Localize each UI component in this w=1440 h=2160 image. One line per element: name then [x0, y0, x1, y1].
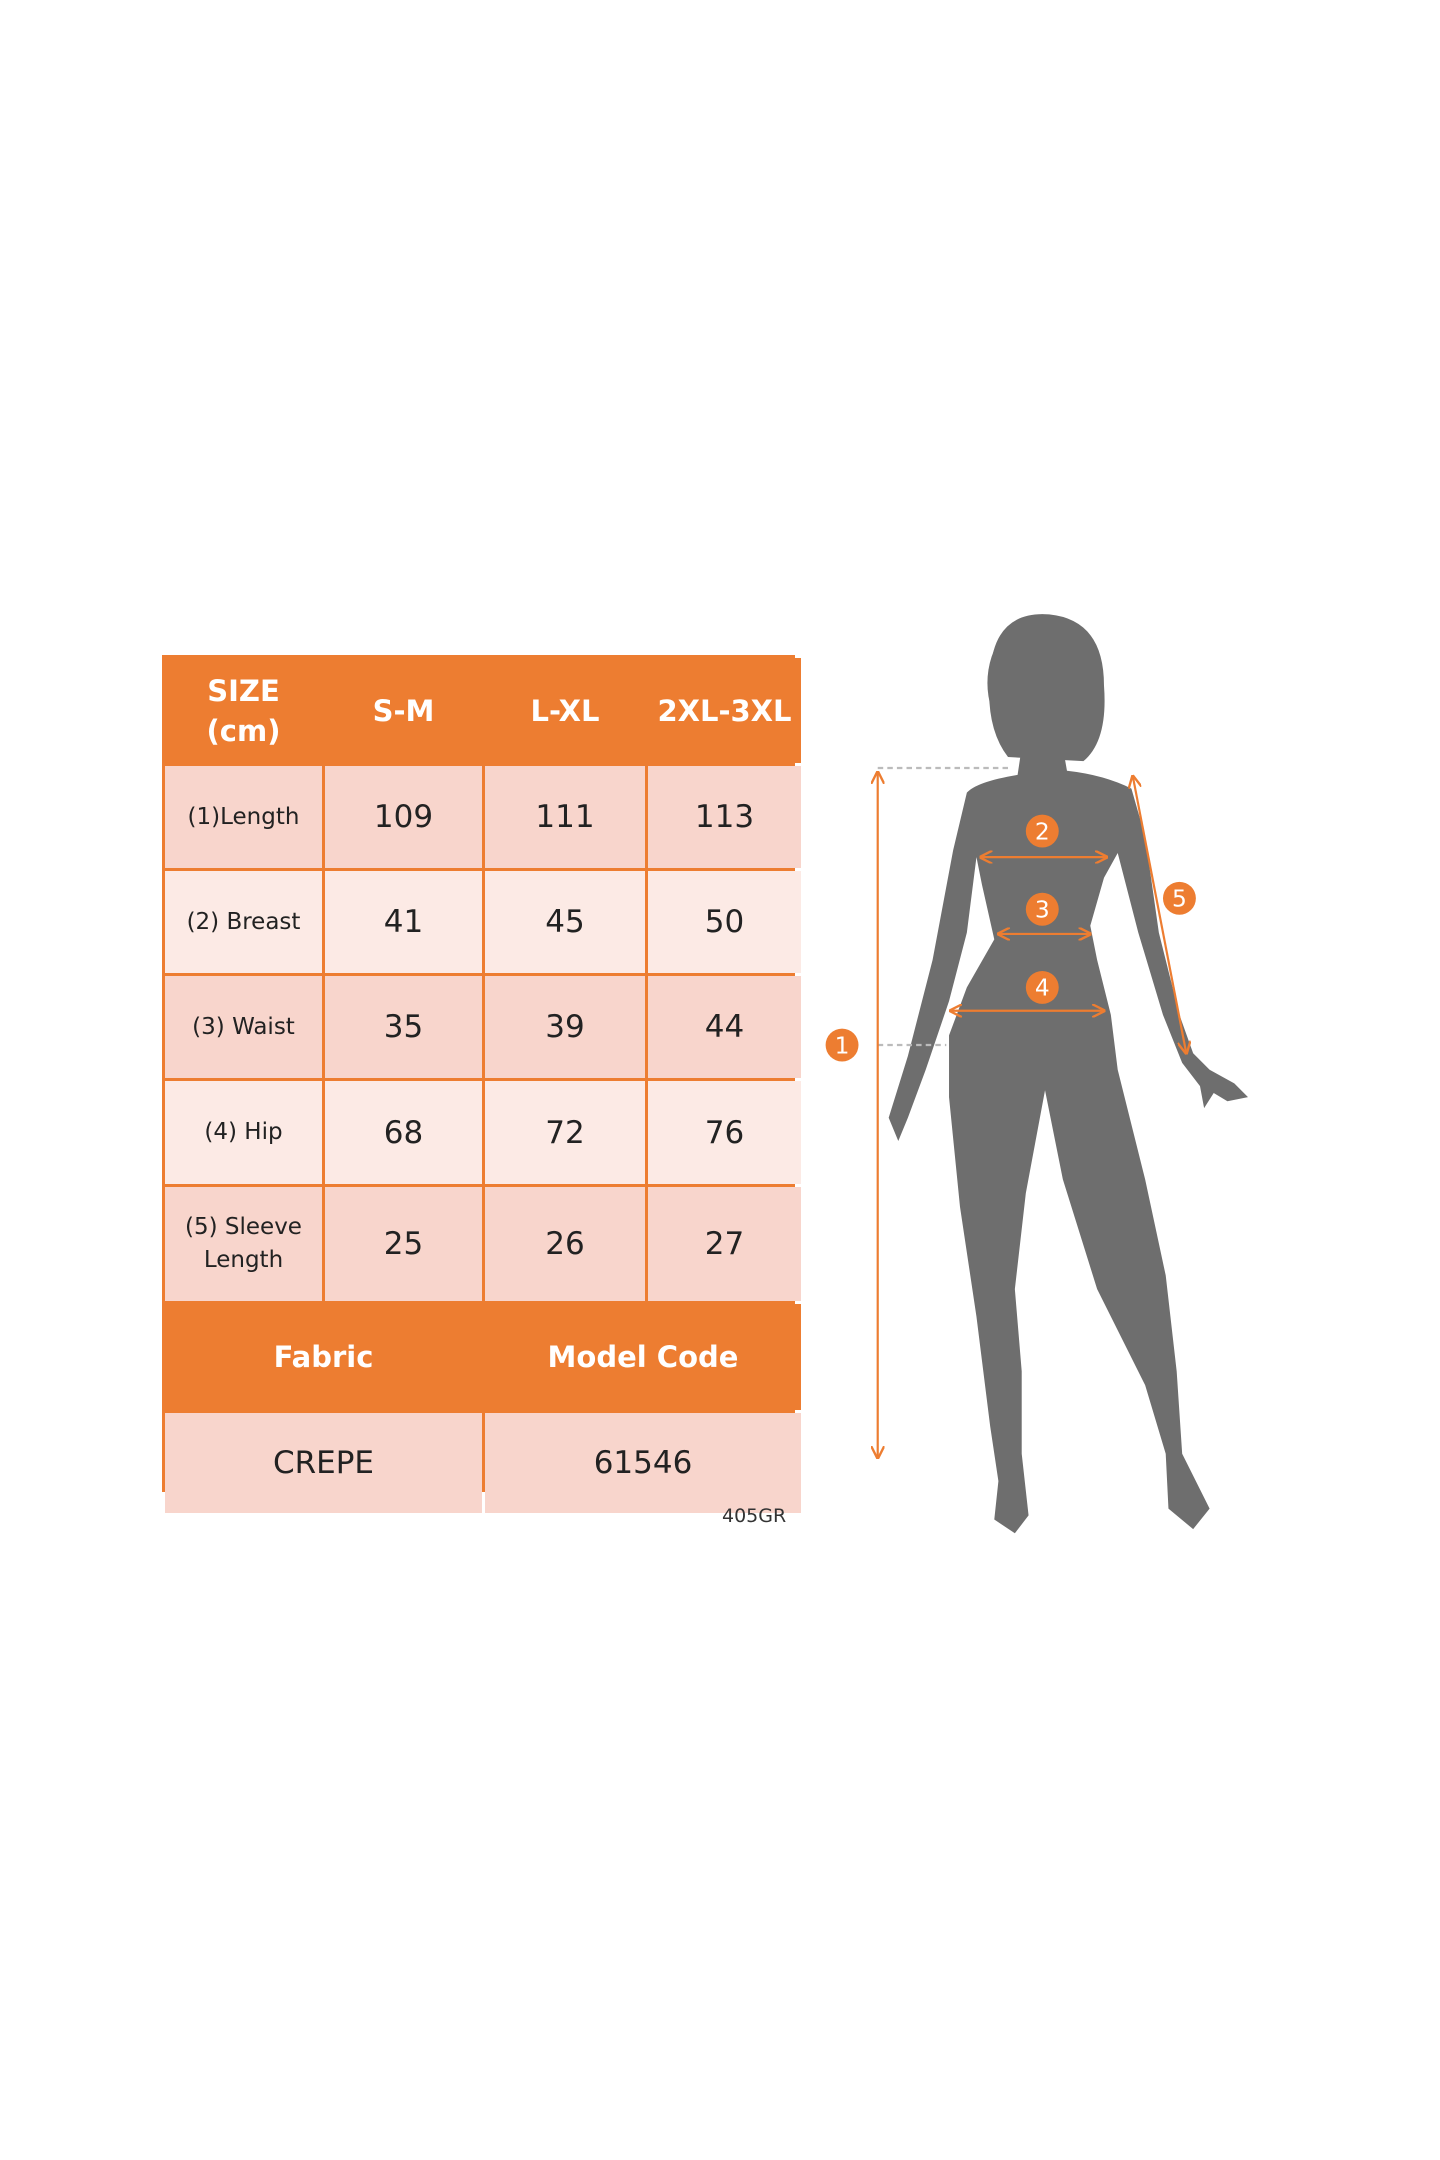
marker-circle: [1025, 970, 1059, 1004]
row-label-length: (1)Length: [165, 766, 322, 868]
marker-circle: [825, 1028, 859, 1062]
table-cell: 35: [325, 976, 482, 1078]
size-chart-table: SIZE (cm) S-M L-XL 2XL-3XL (1)Length 109 …: [162, 655, 801, 1513]
table-cell: 68: [325, 1081, 482, 1184]
header-size-label: SIZE: [207, 673, 280, 708]
measurement-guides: [878, 766, 1187, 1458]
marker-5: 5: [1172, 886, 1187, 913]
marker-3: 3: [1035, 896, 1050, 923]
table-cell: 113: [648, 766, 801, 868]
table-cell: 109: [325, 766, 482, 868]
marker-4: 4: [1035, 975, 1050, 1002]
product-code-note: 405GR: [722, 1505, 787, 1527]
marker-circle: [1162, 881, 1196, 915]
marker-circle: [1025, 892, 1059, 926]
table-cell: 39: [485, 976, 645, 1078]
table-cell: 27: [648, 1187, 801, 1301]
header-2xl-3xl: 2XL-3XL: [648, 658, 801, 763]
marker-circle: [1025, 814, 1059, 848]
table-cell: 50: [648, 871, 801, 973]
label-line: Length: [203, 1247, 284, 1273]
silhouette: [888, 614, 1248, 1534]
header-l-xl: L-XL: [485, 658, 645, 763]
fabric-value: CREPE: [165, 1413, 482, 1513]
table-cell: 111: [485, 766, 645, 868]
table-cell: 76: [648, 1081, 801, 1184]
header-size: SIZE (cm): [165, 658, 322, 763]
hair: [989, 614, 1105, 762]
label-line: (5) Sleeve: [185, 1214, 302, 1240]
marker-1: 1: [835, 1032, 850, 1059]
header-s-m: S-M: [325, 658, 482, 763]
row-label-waist: (3) Waist: [165, 976, 322, 1078]
table-cell: 25: [325, 1187, 482, 1301]
header-fabric: Fabric: [165, 1304, 482, 1410]
table-cell: 26: [485, 1187, 645, 1301]
measurement-markers: 1 2 3 4 5: [825, 814, 1196, 1062]
sleeve-arrow: [1133, 776, 1186, 1053]
model-code-value: 61546: [485, 1413, 801, 1513]
header-unit-label: (cm): [206, 713, 281, 748]
table-cell: 41: [325, 871, 482, 973]
table-cell: 44: [648, 976, 801, 1078]
marker-2: 2: [1035, 818, 1050, 845]
row-label-sleeve-length: (5) Sleeve Length: [165, 1187, 322, 1301]
row-label-breast: (2) Breast: [165, 871, 322, 973]
table-cell: 45: [485, 871, 645, 973]
body: [888, 747, 1248, 1534]
row-label-hip: (4) Hip: [165, 1081, 322, 1184]
header-model-code: Model Code: [485, 1304, 801, 1410]
table-cell: 72: [485, 1081, 645, 1184]
